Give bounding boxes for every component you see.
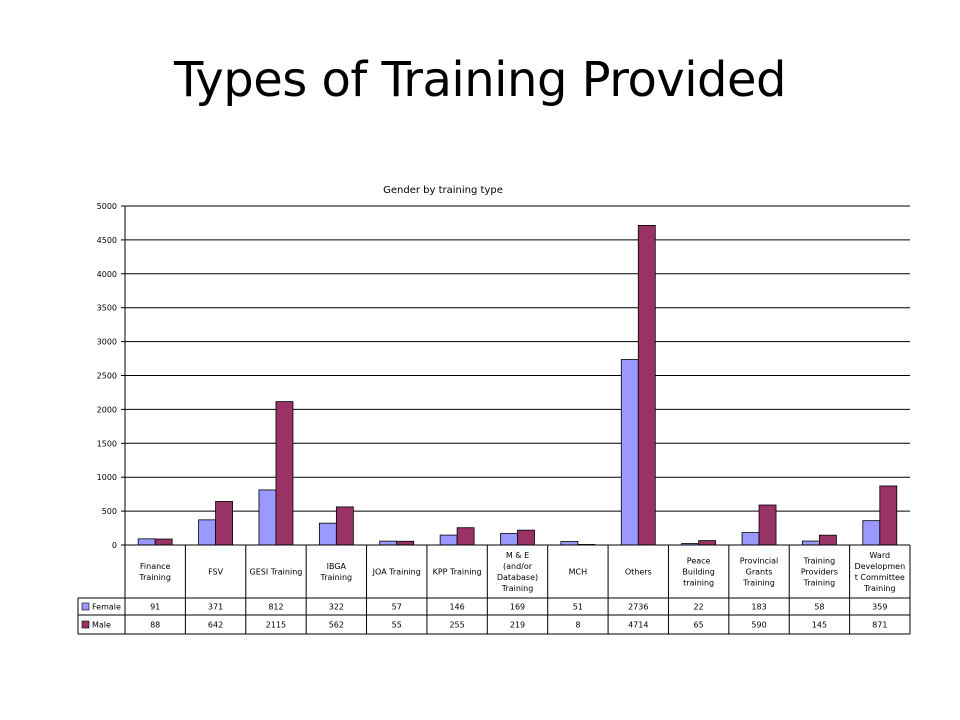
- bar-male: [879, 485, 898, 546]
- y-tick-label: 500: [102, 507, 117, 516]
- data-label: 169: [510, 603, 525, 612]
- y-tick-label: 5000: [97, 202, 117, 211]
- data-label: 22: [694, 603, 704, 612]
- data-label: 91: [150, 603, 160, 612]
- bar-male: [154, 538, 173, 546]
- bar-female: [258, 489, 277, 546]
- bar-female: [500, 533, 518, 546]
- data-label: 2115: [266, 621, 286, 630]
- legend-key-female: [81, 602, 90, 611]
- data-label: 359: [872, 603, 887, 612]
- data-label: 255: [449, 621, 464, 630]
- category-label: Finance Training: [138, 562, 171, 582]
- bar-male: [758, 504, 777, 546]
- bar-female: [198, 519, 216, 546]
- y-tick-label: 3000: [97, 338, 117, 347]
- data-table: Finance Training FSV GESI Training IBGA Train…: [77, 544, 911, 635]
- data-label: 371: [208, 603, 223, 612]
- y-tick-label: 3500: [97, 304, 117, 313]
- bar-female: [741, 532, 760, 546]
- bar-male: [335, 506, 354, 546]
- category-label: Provincial Grants Training: [740, 557, 778, 588]
- y-tick-label: 1500: [97, 439, 117, 448]
- data-label: 88: [150, 621, 160, 630]
- category-label: FSV: [208, 568, 224, 577]
- legend-key-male: [81, 620, 90, 629]
- y-tick-label: 2500: [97, 372, 117, 381]
- bar-female: [379, 540, 398, 546]
- bar-male: [637, 224, 656, 546]
- data-label: 322: [329, 603, 344, 612]
- bar-female: [620, 359, 639, 546]
- data-label: 58: [814, 603, 824, 612]
- category-label: M & E (and/or Database) Training: [497, 551, 538, 593]
- category-label: KPP Training: [433, 568, 482, 577]
- category-label: Others: [625, 568, 652, 577]
- category-label: Peace Building training: [682, 557, 714, 588]
- category-label: IBGA Training: [320, 562, 353, 582]
- bar-female: [802, 540, 820, 546]
- data-label: 146: [449, 603, 464, 612]
- legend-label: Male: [92, 621, 111, 630]
- category-label: Ward Developmen t Committee Training: [854, 551, 905, 593]
- bar-male: [396, 540, 415, 546]
- data-label: 145: [812, 621, 827, 630]
- bar-male: [517, 529, 535, 546]
- gridlines: [125, 205, 910, 546]
- bar-female: [862, 520, 881, 546]
- y-tick-label: 2000: [97, 405, 117, 414]
- data-label: 55: [392, 621, 402, 630]
- bar-female: [560, 541, 579, 546]
- bar-male: [275, 401, 294, 546]
- bars: [137, 224, 898, 546]
- category-label: MCH: [569, 568, 588, 577]
- slide-title: Types of Training Provided: [173, 52, 787, 108]
- data-label: 590: [751, 621, 766, 630]
- data-label: 65: [694, 621, 704, 630]
- y-tick-label: 0: [112, 541, 117, 550]
- bar-female: [318, 522, 337, 546]
- bar-male: [698, 540, 717, 546]
- y-axis: 0 500 1000 1500 2000 2500 3000 3500 4000 4500 5000: [97, 202, 126, 550]
- data-label: 2736: [628, 603, 648, 612]
- bar-male: [456, 527, 475, 546]
- y-tick-label: 4000: [97, 270, 117, 279]
- category-label: JOA Training: [372, 568, 421, 577]
- data-label: 812: [268, 603, 283, 612]
- data-label: 4714: [628, 621, 648, 630]
- bar-female: [439, 534, 458, 546]
- chart-title: Gender by training type: [383, 185, 503, 196]
- data-label: 8: [575, 621, 580, 630]
- data-label: 183: [751, 603, 766, 612]
- bar-female: [137, 538, 156, 546]
- data-label: 642: [208, 621, 223, 630]
- data-label: 871: [872, 621, 887, 630]
- y-tick-label: 4500: [97, 236, 117, 245]
- data-label: 219: [510, 621, 525, 630]
- bar-male: [819, 534, 837, 546]
- data-label: 51: [573, 603, 583, 612]
- legend-label: Female: [92, 603, 121, 612]
- data-label: 562: [329, 621, 344, 630]
- y-tick-label: 1000: [97, 473, 117, 482]
- bar-male: [215, 501, 233, 546]
- data-label: 57: [392, 603, 402, 612]
- category-label: Training Providers Training: [801, 557, 838, 588]
- category-label: GESI Training: [250, 568, 303, 577]
